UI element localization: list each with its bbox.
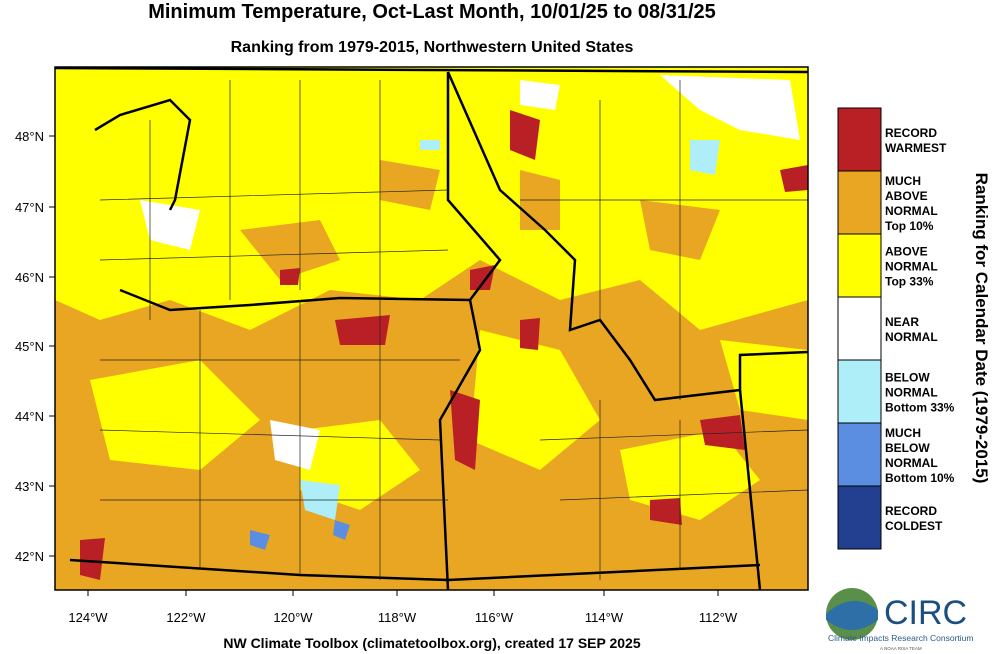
legend-swatch <box>837 485 882 550</box>
legend-label: COLDEST <box>885 519 943 533</box>
lat-label: 42°N <box>15 549 44 564</box>
subtitle: Ranking from 1979-2015, Northwestern Uni… <box>231 39 634 56</box>
lon-label: 114°W <box>585 610 624 625</box>
title: Minimum Temperature, Oct-Last Month, 10/… <box>148 1 716 23</box>
logo-subtitle: Climate Impacts Research Consortium <box>828 633 974 643</box>
record-warmest-areas <box>80 110 808 580</box>
legend-label: RECORD <box>885 504 937 518</box>
legend-swatch <box>837 359 882 424</box>
legend-label: BELOW <box>885 371 930 385</box>
legend-label: NEAR <box>885 315 919 329</box>
legend-label: MUCH <box>885 174 921 188</box>
lon-label: 116°W <box>475 610 514 625</box>
legend-label: NORMAL <box>885 330 938 344</box>
lat-label: 44°N <box>15 409 44 424</box>
legend-swatch <box>837 233 882 298</box>
footer: NW Climate Toolbox (climatetoolbox.org),… <box>223 635 640 651</box>
logo-tagline: A NOAA RISA TEAM <box>880 646 922 651</box>
legend-label: Bottom 33% <box>885 401 955 415</box>
legend-label: NORMAL <box>885 456 938 470</box>
lon-label: 120°W <box>273 610 313 625</box>
legend-swatch <box>837 422 882 487</box>
legend-label: NORMAL <box>885 260 938 274</box>
map-frame <box>54 66 809 591</box>
legend-label: NORMAL <box>885 204 938 218</box>
legend-label: Bottom 10% <box>885 471 955 485</box>
much-below-areas <box>250 520 350 550</box>
lat-label: 46°N <box>15 270 44 285</box>
legend-title: Ranking for Calendar Date (1979-2015) <box>972 173 991 484</box>
lat-label: 47°N <box>15 200 44 215</box>
legend-label: RECORD <box>885 126 937 140</box>
legend-label: NORMAL <box>885 386 938 400</box>
map <box>54 66 809 591</box>
lat-label: 48°N <box>15 129 44 144</box>
lon-label: 124°W <box>68 610 108 625</box>
logo: CIRC Climate Impacts Research Consortium… <box>826 588 974 651</box>
legend-label: MUCH <box>885 426 921 440</box>
county-borders <box>99 80 809 580</box>
lat-label: 43°N <box>15 479 44 494</box>
legend-label: Top 33% <box>885 275 934 289</box>
legend-label: Top 10% <box>885 219 934 233</box>
lon-label: 118°W <box>378 610 417 625</box>
legend-label: BELOW <box>885 441 930 455</box>
legend-swatch <box>837 296 882 361</box>
legend-label: ABOVE <box>885 189 928 203</box>
logo-icon-wave <box>826 600 878 630</box>
lon-label: 122°W <box>166 610 206 625</box>
near-normal-areas <box>140 75 800 470</box>
legend-label: ABOVE <box>885 245 928 259</box>
axis-labels: 48°N 47°N 46°N 45°N 44°N 43°N 42°N 124°W 122°W 12… <box>15 129 738 625</box>
lon-label: 112°W <box>699 610 738 625</box>
logo-name: CIRC <box>884 594 967 632</box>
legend-label: WARMEST <box>885 141 947 155</box>
legend-swatch <box>837 107 882 172</box>
legend-swatch <box>837 170 882 235</box>
lat-label: 45°N <box>15 339 44 354</box>
